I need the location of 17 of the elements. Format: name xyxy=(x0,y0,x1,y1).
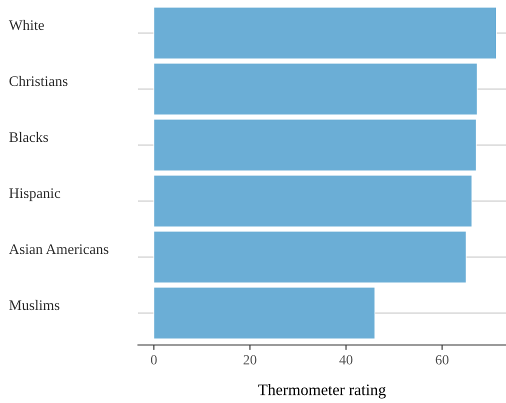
bar xyxy=(154,230,466,284)
y-tick-label: White xyxy=(8,20,44,30)
bar xyxy=(154,174,472,228)
y-tick-label: Hispanic xyxy=(9,188,60,202)
y-tick-label: Blacks xyxy=(9,132,48,142)
bar xyxy=(154,286,376,340)
x-axis-title: Thermometer rating xyxy=(258,384,386,399)
x-tick-label: 40 xyxy=(339,355,352,364)
x-tick-label: 20 xyxy=(244,355,256,364)
bar xyxy=(154,6,497,60)
bar xyxy=(154,118,477,172)
x-tick-label: 0 xyxy=(150,355,157,364)
x-tick-label: 60 xyxy=(436,355,449,364)
y-tick-label: Christians xyxy=(9,76,68,86)
bar xyxy=(154,62,478,116)
y-tick-label: Muslims xyxy=(9,300,60,310)
y-tick-label: Asian Americans xyxy=(8,244,108,254)
